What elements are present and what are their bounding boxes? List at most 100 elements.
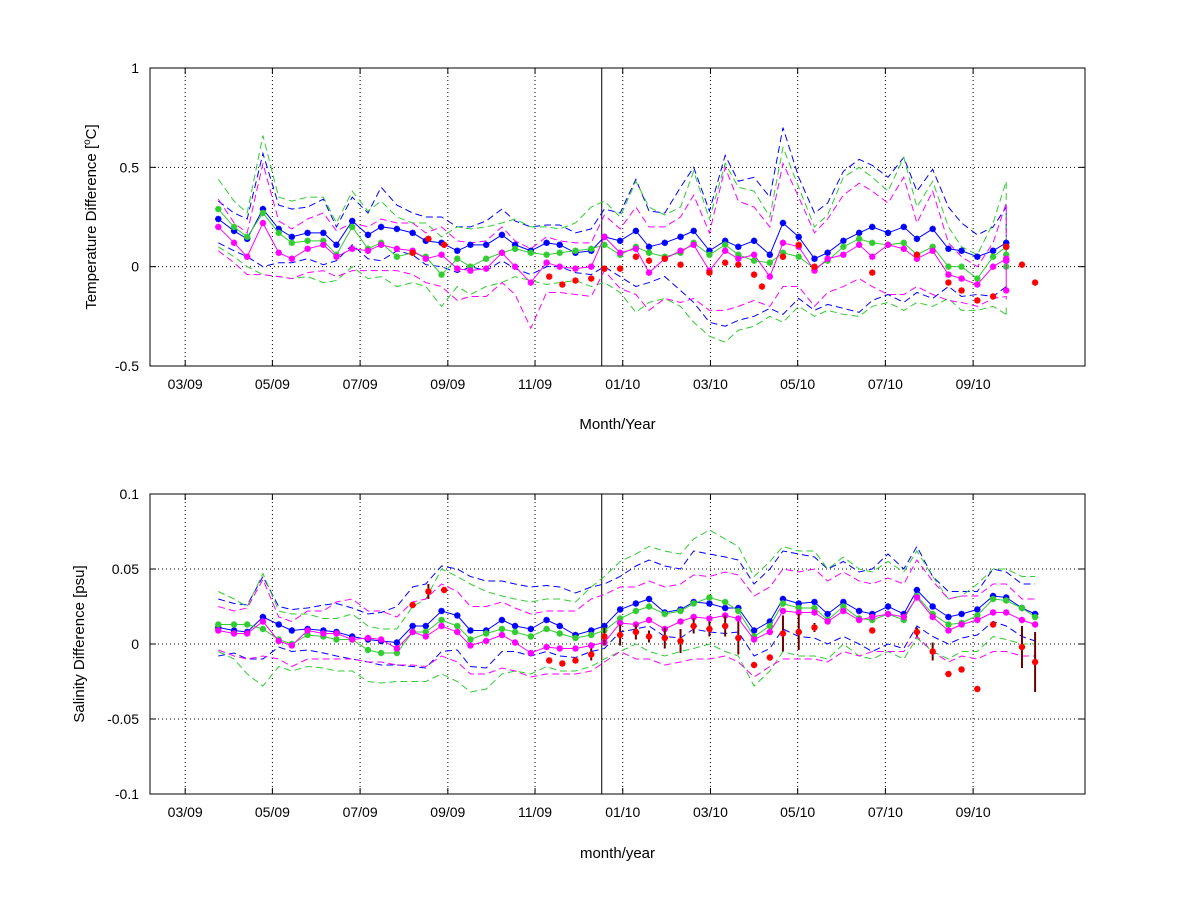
salinity-series-2-point	[259, 618, 267, 625]
temperature-obs-point-core	[547, 274, 551, 279]
salinity-series-0-point	[706, 600, 713, 607]
temperature-series-1-point	[511, 245, 519, 252]
temperature-series-2-point	[422, 255, 429, 262]
salinity-series-2-point-core	[410, 630, 415, 634]
salinity-series-1-point-core	[707, 595, 712, 600]
temperature-series-0-point-core	[946, 247, 951, 251]
temperature-series-0-point	[543, 239, 550, 247]
temperature-series-0-point	[795, 233, 802, 241]
salinity-series-2-point-core	[768, 630, 772, 634]
temperature-series-1-point	[572, 247, 579, 254]
salinity-ticks: 03/09 05/09 07/09 09/09 11/09 01/10 03/10 05/10…	[107, 486, 1085, 820]
salinity-series-2-point	[706, 615, 713, 622]
temperature-xtick-label: 11/09	[518, 376, 552, 392]
salinity-series-2-point	[364, 634, 372, 642]
salinity-series-1-point-core	[305, 633, 310, 637]
temperature-series-1-point-core	[707, 252, 712, 257]
salinity-series-1-point	[1018, 604, 1026, 612]
salinity-series-0-point	[543, 616, 550, 624]
temperature-series-0-point-core	[410, 231, 415, 235]
temperature-series-2-lower-band	[217, 250, 1007, 330]
temperature-series-1-point-core	[439, 272, 444, 277]
salinity-obs-point	[913, 628, 921, 636]
temperature-series-0-point-core	[216, 217, 221, 221]
temperature-series-0-point-core	[796, 235, 801, 239]
salinity-series-1-point	[645, 603, 653, 610]
salinity-series-2-point	[556, 645, 563, 652]
temperature-series-2-point-core	[781, 241, 785, 245]
salinity-series-2-point	[779, 607, 787, 615]
temperature-series-2-point	[511, 263, 519, 270]
salinity-series-0-point-core	[946, 615, 951, 619]
salinity-series-1-point	[467, 636, 474, 643]
salinity-obs-point	[601, 633, 608, 640]
temperature-ytick-label: 1	[131, 60, 139, 76]
salinity-series-0-point	[974, 606, 981, 613]
salinity-obs-point	[677, 637, 684, 645]
salinity-series-2-point-core	[395, 646, 399, 651]
temperature-series-2-point-core	[768, 274, 772, 279]
salinity-series-2-point-core	[305, 628, 310, 633]
temperature-series-0-point-core	[334, 243, 339, 247]
temperature-series-2-point	[824, 255, 831, 262]
temperature-series-2-point-core	[455, 266, 460, 271]
salinity-series-0-upper-band	[218, 545, 1036, 615]
salinity-series-1-point	[543, 625, 550, 633]
salinity-series-2-point-core	[544, 645, 549, 649]
salinity-obs-point	[1018, 643, 1026, 651]
salinity-obs-point	[945, 670, 952, 678]
temperature-series-0-point-core	[959, 249, 964, 253]
temperature-obs-point-core	[781, 254, 785, 259]
salinity-series-2-point-core	[334, 631, 339, 636]
temperature-obs-point-core	[752, 272, 756, 277]
salinity-series-1-point-core	[975, 613, 980, 618]
temperature-obs-point-core	[573, 278, 578, 283]
salinity-series-0-point	[393, 639, 401, 646]
temperature-series-1-lower-band	[218, 246, 1007, 343]
salinity-series-0-point-core	[781, 597, 785, 601]
temperature-series-1-point	[482, 255, 490, 262]
salinity-series-2-point	[527, 649, 535, 657]
salinity-series-1-point-core	[723, 600, 727, 604]
salinity-xtick-label: 09/09	[430, 804, 465, 820]
temperature-series-2-point	[364, 247, 372, 254]
salinity-series-1-point-core	[634, 609, 638, 613]
temperature-series-0-point-core	[678, 235, 683, 239]
salinity-obs-point	[869, 627, 876, 634]
temperature-series-1-point	[454, 255, 461, 262]
temperature-series-0-point	[855, 229, 863, 237]
salinity-series-1-point-core	[484, 631, 488, 636]
temperature-series-1-point	[275, 229, 282, 237]
salinity-series-0-point	[438, 607, 445, 615]
salinity-series-1-point-core	[678, 609, 683, 613]
salinity-xtick-label: 01/10	[605, 804, 640, 820]
temperature-series-2-point-core	[216, 225, 221, 229]
temperature-series-1-point-core	[261, 211, 265, 215]
salinity-series-1-point-core	[261, 627, 265, 631]
temperature-series-0-point-core	[781, 221, 785, 225]
temperature-series-0-point	[824, 249, 831, 256]
temperature-series-0-point-core	[290, 235, 294, 239]
salinity-series-2-point	[811, 609, 818, 616]
temperature-series-2-point-core	[825, 256, 830, 261]
temperature-y-axis-label: Temperature Difference [oC]	[82, 124, 100, 309]
temperature-series-2-point	[855, 241, 863, 249]
temperature-obs-point	[945, 279, 952, 286]
salinity-series-1-point-core	[216, 622, 221, 627]
salinity-series-1-point-core	[366, 648, 370, 652]
salinity-series-1-point-core	[1033, 615, 1037, 619]
salinity-series-1-point-core	[557, 631, 562, 636]
temperature-obs-point	[409, 249, 416, 256]
salinity-series-1-point	[511, 628, 519, 636]
temperature-series-2-point	[632, 245, 640, 252]
temperature-series-0-point-core	[618, 239, 622, 243]
temperature-series-0-point	[454, 247, 461, 254]
salinity-observations	[409, 584, 1039, 693]
salinity-obs-point-core	[959, 667, 964, 672]
salinity-series-2-point	[929, 613, 936, 621]
salinity-obs-point-core	[915, 630, 919, 634]
temperature-series-2-point-core	[647, 270, 651, 275]
salinity-obs-point-core	[547, 658, 551, 663]
temperature-series-0-point	[645, 243, 653, 250]
